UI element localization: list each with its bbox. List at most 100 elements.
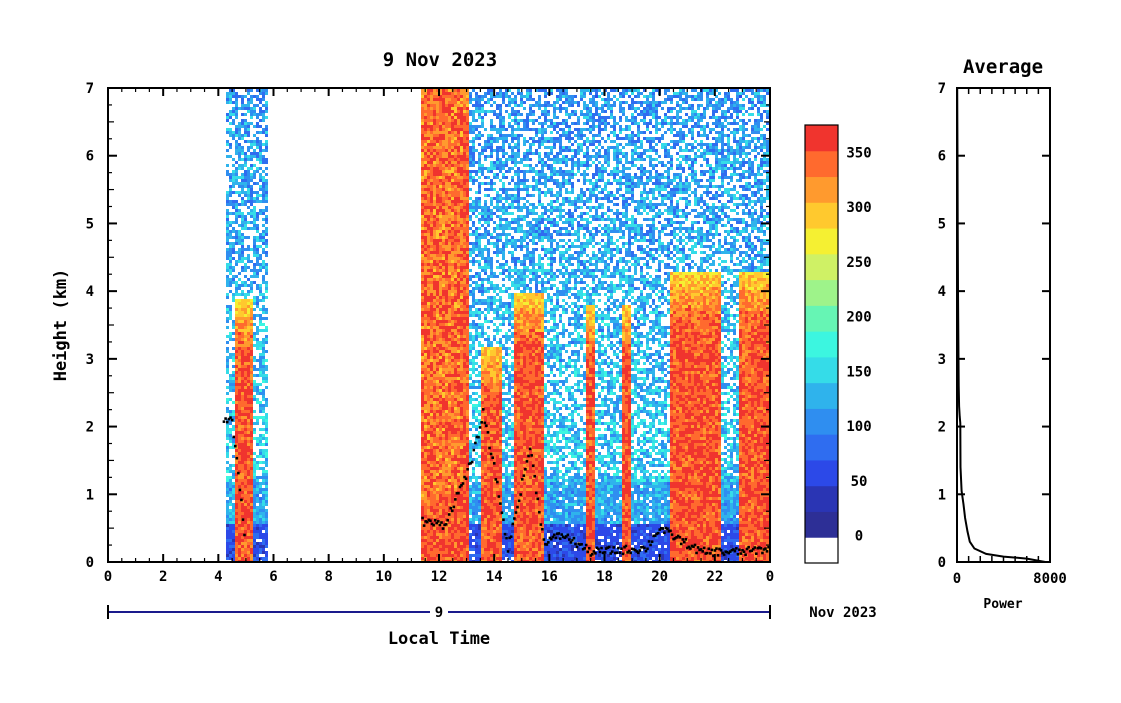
boundary-layer-point [232,436,235,439]
profile-x-axis-label: Power [983,597,1022,612]
boundary-layer-point [234,445,237,448]
boundary-layer-point [681,538,684,541]
boundary-layer-point [720,549,723,552]
colorbar-tick-label: 300 [846,200,871,216]
boundary-layer-point [532,464,535,467]
boundary-layer-point [229,416,232,419]
boundary-layer-point [645,550,648,553]
colorbar-swatch [805,434,838,460]
boundary-layer-point [744,553,747,556]
boundary-layer-point [465,477,468,480]
colorbar-swatch [805,383,838,409]
boundary-layer-point [689,547,692,550]
boundary-layer-point [516,506,519,509]
boundary-layer-point [239,489,242,492]
boundary-layer-point [753,546,756,549]
profile-y-tick-label: 3 [938,352,946,368]
boundary-layer-point [637,551,640,554]
x-tick-label: 0 [766,569,774,585]
boundary-layer-point [651,540,654,543]
boundary-layer-point [446,519,449,522]
boundary-layer-point [429,519,432,522]
boundary-layer-point [237,472,240,475]
profile-line [957,88,1045,562]
boundary-layer-point [471,461,474,464]
boundary-layer-point [657,532,660,535]
boundary-layer-point [434,519,437,522]
boundary-layer-point [764,547,767,550]
boundary-layer-point [619,551,622,554]
boundary-layer-point [612,546,615,549]
y-tick-label: 7 [86,81,94,97]
x-tick-label: 18 [596,569,613,585]
boundary-layer-point [550,538,553,541]
boundary-layer-point [501,511,504,514]
colorbar-swatch [805,331,838,357]
backscatter-heatmap [226,89,769,563]
boundary-layer-point [694,544,697,547]
boundary-layer-point [629,552,632,555]
boundary-layer-point [482,408,485,411]
boundary-layer-point [625,545,628,548]
colorbar-tick-label: 250 [846,255,871,271]
profile-frame [957,88,1050,562]
boundary-layer-point [617,547,620,550]
boundary-layer-point [738,548,741,551]
colorbar-swatch [805,151,838,177]
boundary-layer-point [451,510,454,513]
boundary-layer-point [723,553,726,556]
boundary-layer-point [507,550,510,553]
boundary-layer-point [543,538,546,541]
boundary-layer-point [480,421,483,424]
boundary-layer-point [437,520,440,523]
boundary-layer-point [560,533,563,536]
boundary-layer-point [472,449,475,452]
colorbar-swatch [805,486,838,512]
y-tick-label: 3 [86,352,94,368]
colorbar-swatch [805,305,838,331]
x-tick-label: 14 [486,569,503,585]
boundary-layer-point [498,495,501,498]
boundary-layer-point [538,511,541,514]
colorbar-swatch [805,228,838,254]
boundary-layer-point [616,551,619,554]
boundary-layer-point [573,537,576,540]
boundary-layer-point [703,547,706,550]
boundary-layer-point [423,524,426,527]
boundary-layer-point [603,551,606,554]
boundary-layer-point [622,553,625,556]
boundary-layer-point [513,517,516,520]
boundary-layer-point [242,518,245,521]
boundary-layer-point [527,455,530,458]
profile-x-tick-label: 0 [953,571,961,587]
boundary-layer-point [669,529,672,532]
boundary-layer-point [231,419,234,422]
boundary-layer-point [499,502,502,505]
boundary-layer-point [709,552,712,555]
boundary-layer-point [747,546,750,549]
boundary-layer-point [685,538,688,541]
boundary-layer-point [666,528,669,531]
boundary-layer-point [524,468,527,471]
boundary-layer-point [479,426,482,429]
x-tick-label: 0 [104,569,112,585]
x-tick-label: 2 [159,569,167,585]
boundary-layer-point [611,550,614,553]
colorbar-swatch [805,460,838,486]
boundary-layer-point [510,535,513,538]
boundary-layer-point [494,478,497,481]
boundary-layer-point [518,500,521,503]
boundary-layer-point [706,552,709,555]
boundary-layer-point [695,552,698,555]
boundary-layer-point [583,547,586,550]
boundary-layer-point [755,552,758,555]
x-tick-label: 4 [214,569,222,585]
boundary-layer-point [649,544,652,547]
boundary-layer-point [547,541,550,544]
colorbar-tick-label: 0 [855,529,863,545]
boundary-layer-point [477,436,480,439]
colorbar-tick-label: 50 [851,474,868,490]
boundary-layer-point [600,547,603,550]
boundary-layer-point [515,511,518,514]
